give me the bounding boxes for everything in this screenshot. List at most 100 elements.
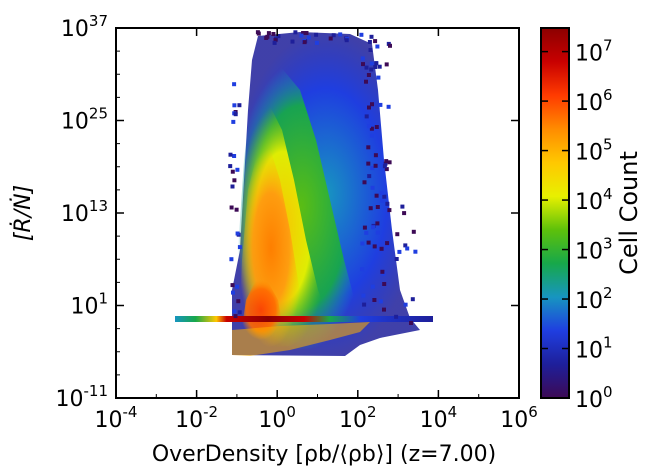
outlier-pixel [384, 167, 389, 172]
outlier-pixel [382, 164, 387, 169]
x-axis-ticks: 10-4 10-2 100 102 104 106 [95, 28, 538, 433]
x-tick-label: 10-4 [95, 403, 138, 433]
outlier-pixel [394, 257, 399, 261]
outlier-pixel [403, 243, 408, 248]
colorbar-tick-label: 105 [575, 136, 613, 166]
outlier-pixel [299, 33, 304, 38]
outlier-pixel [364, 65, 369, 70]
outlier-pixel [372, 244, 377, 249]
outlier-pixel [304, 31, 309, 35]
outlier-pixel [371, 225, 375, 230]
colorbar [540, 27, 570, 399]
outlier-pixel [386, 104, 391, 109]
outlier-pixel [377, 64, 382, 69]
outlier-pixel [232, 103, 237, 108]
outlier-pixel [233, 112, 238, 117]
outlier-pixel [235, 167, 240, 172]
outlier-pixel [314, 40, 319, 45]
outlier-pixel [362, 302, 367, 307]
outlier-pixel [366, 145, 371, 150]
outlier-pixel [370, 284, 375, 289]
outlier-pixel [273, 38, 278, 43]
outlier-pixel [410, 297, 415, 302]
outlier-pixel [369, 61, 374, 66]
outlier-pixel [344, 38, 349, 43]
outlier-pixel [397, 249, 402, 254]
outlier-pixel [378, 299, 383, 304]
y-tick-label: 101 [70, 290, 108, 320]
outlier-pixel [366, 73, 371, 77]
outlier-pixel [236, 299, 241, 304]
outlier-pixel [409, 321, 413, 325]
outlier-pixel [373, 163, 378, 168]
outlier-pixel [385, 241, 390, 246]
outlier-pixel [232, 309, 237, 314]
colorbar-tick-label: 102 [575, 284, 613, 314]
outlier-pixel [362, 225, 367, 230]
outlier-pixel [228, 152, 233, 157]
outlier-pixel [368, 206, 373, 211]
outlier-pixel [375, 230, 380, 235]
outlier-pixel [229, 257, 234, 262]
outlier-pixel [384, 159, 389, 164]
outlier-pixel [395, 232, 400, 237]
sparse-pixels [228, 30, 418, 325]
outlier-pixel [374, 125, 379, 129]
outlier-pixel [400, 204, 405, 209]
y-axis-ticks: 10-11 101 1013 1025 1037 [56, 12, 519, 412]
outlier-pixel [338, 32, 343, 37]
outlier-pixel [384, 62, 389, 67]
colorbar-tick-label: 103 [575, 235, 613, 265]
outlier-pixel [383, 161, 388, 166]
outlier-pixel [367, 174, 372, 179]
outlier-pixel [370, 166, 375, 171]
outlier-pixel [256, 31, 261, 36]
heatmap-density [175, 30, 433, 356]
outlier-pixel [374, 193, 379, 198]
outlier-pixel [293, 30, 298, 35]
outlier-pixel [302, 40, 307, 45]
outlier-pixel [373, 153, 378, 158]
outlier-pixel [382, 282, 387, 286]
outlier-pixel [237, 245, 242, 250]
outlier-pixel [230, 283, 235, 288]
outlier-pixel [368, 48, 373, 52]
outlier-pixel [314, 32, 319, 37]
outlier-pixel [376, 75, 381, 80]
outlier-pixel [265, 34, 270, 39]
outlier-pixel [362, 180, 367, 185]
outlier-pixel [369, 67, 374, 72]
y-tick-label: 1037 [61, 12, 108, 42]
outlier-pixel [387, 160, 392, 165]
outlier-pixel [387, 208, 392, 213]
outlier-pixel [375, 221, 380, 226]
outlier-pixel [370, 185, 375, 190]
outlier-pixel [375, 44, 380, 49]
outlier-pixel [364, 79, 368, 84]
outlier-pixel [306, 35, 311, 40]
outlier-pixel [271, 32, 276, 36]
outlier-pixel [380, 198, 385, 203]
outlier-pixel [370, 102, 374, 107]
outlier-pixel [411, 229, 416, 234]
x-tick-label: 106 [500, 403, 538, 433]
outlier-pixel [237, 310, 242, 315]
colorbar-tick-label: 107 [575, 37, 613, 67]
colorbar-tick-label: 101 [575, 334, 613, 364]
outlier-pixel [233, 314, 238, 319]
outlier-pixel [367, 105, 371, 110]
outlier-pixel [360, 241, 365, 246]
outlier-pixel [375, 205, 380, 209]
outlier-pixel [359, 32, 364, 37]
outlier-pixel [232, 82, 237, 87]
x-tick-label: 102 [339, 403, 377, 433]
outlier-pixel [380, 269, 385, 274]
outlier-pixel [382, 307, 386, 312]
outlier-pixel [364, 114, 369, 119]
outlier-pixel [301, 31, 306, 35]
outlier-pixel [369, 133, 374, 138]
y-tick-label: 1013 [61, 197, 108, 227]
outlier-pixel [231, 290, 235, 295]
outlier-pixel [378, 102, 383, 107]
